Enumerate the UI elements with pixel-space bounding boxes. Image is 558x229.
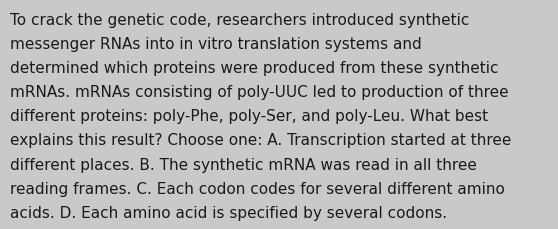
Text: explains this result? Choose one: A. Transcription started at three: explains this result? Choose one: A. Tra… — [10, 133, 512, 148]
Text: determined which proteins were produced from these synthetic: determined which proteins were produced … — [10, 61, 498, 76]
Text: messenger RNAs into in vitro translation systems and: messenger RNAs into in vitro translation… — [10, 37, 422, 52]
Text: mRNAs. mRNAs consisting of poly-UUC led to production of three: mRNAs. mRNAs consisting of poly-UUC led … — [10, 85, 509, 100]
Text: To crack the genetic code, researchers introduced synthetic: To crack the genetic code, researchers i… — [10, 13, 469, 27]
Text: reading frames. C. Each codon codes for several different amino: reading frames. C. Each codon codes for … — [10, 181, 505, 196]
Text: different places. B. The synthetic mRNA was read in all three: different places. B. The synthetic mRNA … — [10, 157, 477, 172]
Text: acids. D. Each amino acid is specified by several codons.: acids. D. Each amino acid is specified b… — [10, 205, 447, 220]
Text: different proteins: poly-Phe, poly-Ser, and poly-Leu. What best: different proteins: poly-Phe, poly-Ser, … — [10, 109, 488, 124]
